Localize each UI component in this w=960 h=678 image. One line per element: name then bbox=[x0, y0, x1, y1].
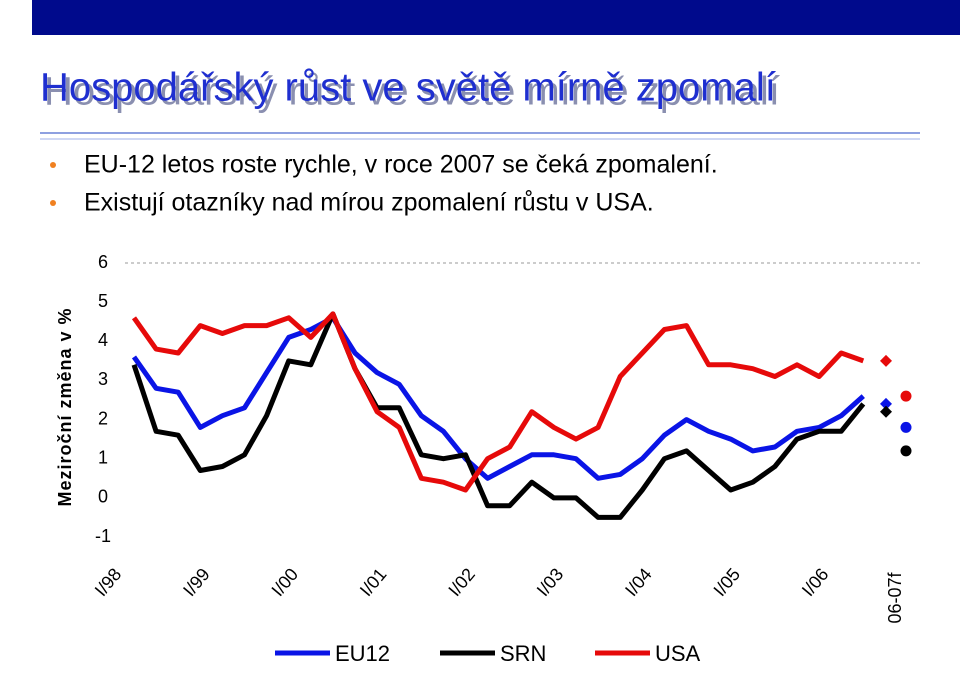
y-tick-label: 6 bbox=[98, 252, 108, 272]
y-tick-label: 0 bbox=[98, 487, 108, 507]
y-tick-label: 3 bbox=[98, 369, 108, 389]
slide-title: Hospodářský růst ve světě mírně zpomalí bbox=[40, 66, 776, 110]
forecast-marker bbox=[900, 421, 912, 433]
legend-label: USA bbox=[655, 641, 701, 666]
x-tick-label: I/02 bbox=[444, 564, 479, 600]
x-tick-label: I/00 bbox=[268, 564, 303, 600]
x-tick-label: I/01 bbox=[356, 564, 391, 600]
series-line bbox=[131, 311, 866, 520]
x-tick-label: 06-07f bbox=[885, 571, 905, 623]
y-tick-label: 1 bbox=[98, 447, 108, 467]
y-tick-label: 2 bbox=[98, 408, 108, 428]
x-tick-label: I/99 bbox=[179, 564, 214, 600]
x-tick-label: I/03 bbox=[533, 564, 568, 600]
forecast-marker bbox=[880, 397, 892, 410]
series-line bbox=[131, 315, 865, 481]
bullet-text: Existují otazníky nad mírou zpomalení rů… bbox=[84, 189, 654, 217]
x-tick-label: I/05 bbox=[710, 564, 745, 600]
forecast-marker bbox=[900, 390, 912, 402]
forecast-marker bbox=[880, 405, 892, 418]
series-line bbox=[131, 311, 865, 493]
bullet-dot bbox=[50, 200, 56, 206]
title-shadow: Hospodářský růst ve světě mírně zpomalí bbox=[44, 70, 780, 114]
forecast-marker bbox=[900, 445, 912, 457]
legend-label: SRN bbox=[500, 641, 546, 666]
y-tick-label: -1 bbox=[95, 526, 111, 546]
top-bar bbox=[32, 0, 960, 35]
y-tick-label: 5 bbox=[98, 291, 108, 311]
x-tick-label: I/04 bbox=[621, 564, 656, 600]
y-axis-label: Meziroční změna v % bbox=[55, 307, 75, 506]
legend-label: EU12 bbox=[335, 641, 390, 666]
bullet-text: EU-12 letos roste rychle, v roce 2007 se… bbox=[84, 151, 718, 179]
x-tick-label: I/98 bbox=[91, 564, 126, 600]
bullet-dot bbox=[50, 162, 56, 168]
forecast-marker bbox=[880, 354, 892, 367]
x-tick-label: I/06 bbox=[798, 564, 833, 600]
y-tick-label: 4 bbox=[98, 330, 108, 350]
